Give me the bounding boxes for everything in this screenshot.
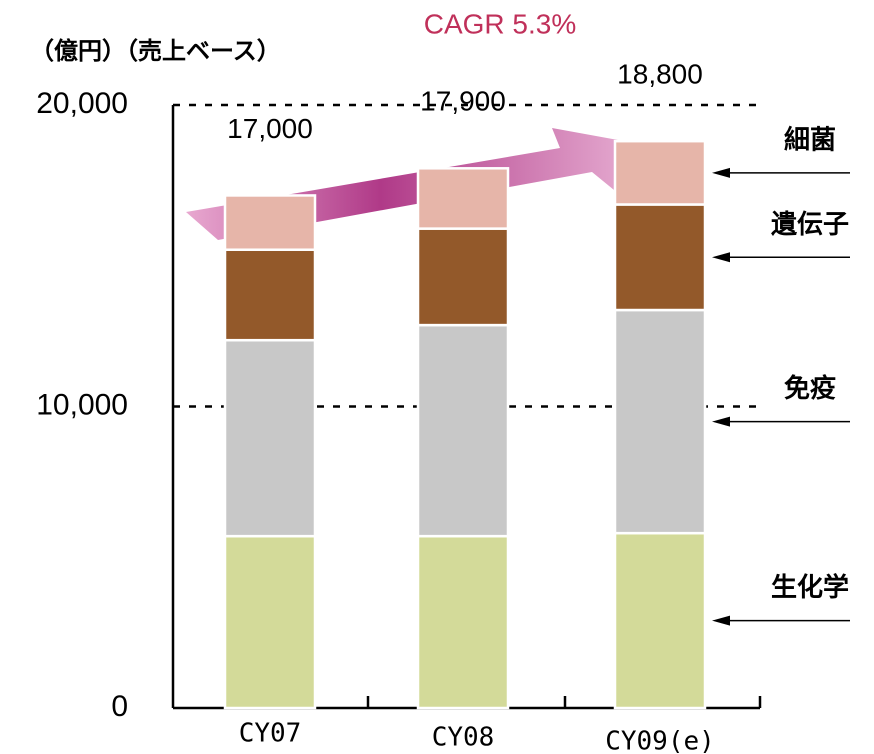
bar-segment <box>613 139 707 206</box>
legend-arrowhead <box>712 615 730 626</box>
bar-segment <box>613 531 707 710</box>
legend-label: 生化学 <box>771 572 849 603</box>
legend-arrowhead <box>712 416 730 427</box>
y-tick-label: 0 <box>111 690 128 723</box>
legend-label: 遺伝子 <box>771 210 849 240</box>
bar-segment <box>613 203 707 312</box>
bar-segment <box>223 194 317 251</box>
bar-segment <box>416 323 510 538</box>
bar-segment <box>223 338 317 538</box>
bar-segment <box>223 534 317 710</box>
y-tick-label: 20,000 <box>36 87 128 120</box>
y-tick-label: 10,000 <box>36 388 128 421</box>
legend-arrowhead <box>712 252 730 263</box>
bar-segment <box>223 248 317 342</box>
y-axis-label: （億円）（売上ベース） <box>30 37 281 65</box>
total-label: 17,000 <box>227 113 313 144</box>
x-tick-label: CY09(e) <box>605 727 715 754</box>
legend-label: 細菌 <box>784 125 836 155</box>
cagr-annotation: CAGR 5.3% <box>424 8 577 39</box>
total-label: 18,800 <box>617 59 703 90</box>
bar-segment <box>416 227 510 327</box>
legend-label: 免疫 <box>784 373 836 404</box>
bar-segment <box>416 167 510 230</box>
legend-arrowhead <box>712 167 730 178</box>
bar-segment <box>613 308 707 535</box>
total-label: 17,900 <box>420 86 506 117</box>
x-tick-label: CY07 <box>239 719 302 749</box>
x-tick-label: CY08 <box>432 723 495 753</box>
bar-segment <box>416 534 510 710</box>
